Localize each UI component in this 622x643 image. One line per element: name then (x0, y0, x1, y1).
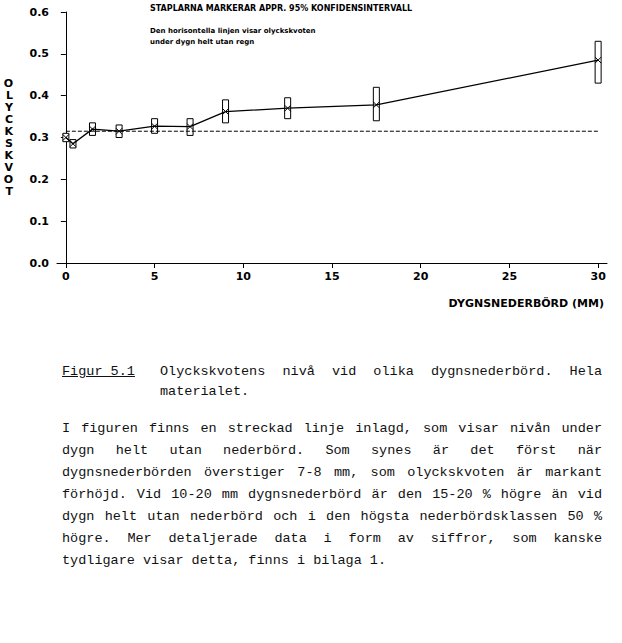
svg-text:5: 5 (151, 270, 159, 283)
svg-text:DYGNSNEDERBÖRD (MM): DYGNSNEDERBÖRD (MM) (449, 296, 604, 310)
svg-text:15: 15 (324, 270, 339, 283)
svg-text:10: 10 (236, 270, 252, 283)
svg-text:0.6: 0.6 (30, 6, 50, 19)
svg-text:25: 25 (502, 270, 517, 283)
svg-text:K: K (4, 149, 13, 162)
svg-text:O: O (3, 173, 13, 186)
svg-text:K: K (4, 125, 13, 138)
svg-text:STAPLARNA MARKERAR APPR. 95% K: STAPLARNA MARKERAR APPR. 95% KONFIDENSIN… (150, 4, 412, 13)
svg-text:Den horisontella linjen visar: Den horisontella linjen visar olyckskvot… (150, 27, 316, 35)
svg-text:T: T (5, 185, 13, 198)
svg-text:30: 30 (590, 270, 606, 283)
svg-text:0.4: 0.4 (30, 89, 50, 102)
html-text:Figur 5.1: Figur 5.1 (62, 364, 135, 379)
svg-text:V: V (4, 161, 13, 174)
svg-text:O: O (3, 77, 13, 90)
svg-text:C: C (4, 113, 13, 126)
svg-text:0.1: 0.1 (30, 215, 50, 228)
svg-text:0.2: 0.2 (30, 173, 50, 186)
svg-text:0.5: 0.5 (30, 47, 50, 60)
svg-text:0: 0 (62, 270, 70, 283)
svg-text:Y: Y (5, 101, 13, 114)
svg-text:0.0: 0.0 (30, 257, 50, 270)
svg-text:20: 20 (413, 270, 429, 283)
svg-text:under dygn helt utan regn: under dygn helt utan regn (150, 38, 254, 46)
html-text:Olyckskvotens nivå vid olika d: Olyckskvotens nivå vid olika dygnsnederb… (160, 364, 602, 399)
svg-text:0.3: 0.3 (30, 131, 50, 144)
html-text:I figuren finns en streckad li: I figuren finns en streckad linje inlagd… (62, 421, 602, 568)
svg-text:S: S (5, 137, 13, 150)
svg-text:L: L (6, 89, 13, 102)
